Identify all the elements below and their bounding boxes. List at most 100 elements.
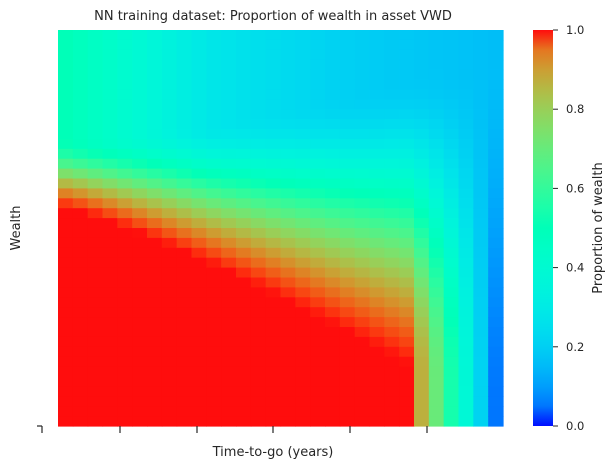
heatmap-cell [206,129,222,140]
heatmap-cell [339,39,356,51]
heatmap-cell [161,228,178,239]
heatmap-cell [161,99,178,110]
heatmap-cell [250,188,267,199]
heatmap-cell [384,366,400,378]
heatmap-cell [443,247,460,259]
heatmap-cell [206,198,222,209]
heatmap-cell [354,287,371,298]
heatmap-cell [339,396,356,407]
heatmap-cell [161,49,178,61]
heatmap-cell [236,168,252,180]
heatmap-cell [443,257,460,269]
heatmap-cell [369,287,385,298]
heatmap-cell [443,416,460,427]
heatmap-cell [147,138,163,150]
heatmap-cell [236,237,252,249]
heatmap-cell [176,396,193,407]
heatmap-cell [58,277,74,288]
heatmap-cell [488,366,504,378]
heatmap-cell [161,129,178,140]
heatmap-cell [325,178,341,189]
heatmap-cell [399,376,415,387]
heatmap-cell [310,109,326,120]
heatmap-cell [310,307,326,318]
heatmap-cell [221,49,237,61]
heatmap-cell [236,406,252,417]
heatmap-cell [414,198,430,209]
heatmap-cell [117,346,133,358]
heatmap-cell [280,218,296,229]
heatmap-cell [206,346,222,358]
heatmap-cell [354,168,371,180]
heatmap-cell [58,336,74,348]
heatmap-cell [161,138,178,150]
heatmap-cell [339,356,356,368]
heatmap-cell [339,406,356,417]
heatmap-cell [354,99,371,110]
heatmap-cell [265,257,282,269]
heatmap-cell [87,89,104,100]
heatmap-cell [310,237,326,249]
heatmap-cell [132,208,148,219]
heatmap-cell [384,376,400,387]
heatmap-cell [325,79,341,90]
heatmap-cell [236,257,252,269]
heatmap-cell [161,386,178,397]
heatmap-cell [443,198,460,209]
heatmap-cell [132,247,148,259]
heatmap-cell [458,39,474,51]
heatmap-cell [399,356,415,368]
heatmap-cell [236,109,252,120]
heatmap-cell [295,346,311,358]
heatmap-cell [428,317,445,328]
heatmap-cell [102,39,118,51]
heatmap-cell [87,247,104,259]
heatmap-cell [58,39,74,51]
heatmap-cell [176,346,193,358]
heatmap-cell [473,188,489,199]
heatmap-cell [206,208,222,219]
heatmap-cell [191,346,207,358]
heatmap-cell [458,267,474,279]
y-axis-label: Wealth [9,205,24,250]
heatmap-cell [87,416,104,427]
heatmap-cell [58,317,74,328]
heatmap-cell [414,69,430,81]
heatmap-cell [265,267,282,279]
heatmap-cell [428,247,445,259]
heatmap-cell [369,416,385,427]
heatmap-cell [488,188,504,199]
heatmap-cell [176,247,193,259]
heatmap-cell [236,30,252,41]
heatmap-cell [295,30,311,41]
heatmap-cell [102,406,118,417]
heatmap-cell [369,356,385,368]
heatmap-cell [265,178,282,189]
heatmap-cell [58,129,74,140]
colorbar: 0.0 0.2 0.4 0.6 0.8 1.0 [533,23,584,433]
heatmap-cell [384,79,400,90]
axes [37,425,428,433]
heatmap-cell [72,237,89,249]
heatmap-cell [443,30,460,41]
heatmap-cell [206,336,222,348]
heatmap-cell [473,416,489,427]
heatmap-cell [87,228,104,239]
heatmap-cell [443,386,460,397]
heatmap-cell [488,277,504,288]
heatmap-cell [369,396,385,407]
heatmap-cell [58,69,74,81]
heatmap-cell [206,79,222,90]
heatmap-cell [339,247,356,259]
heatmap-cell [72,99,89,110]
heatmap-cell [176,89,193,100]
heatmap-cell [399,307,415,318]
heatmap-cell [176,366,193,378]
heatmap-cell [236,366,252,378]
heatmap-cell [87,307,104,318]
heatmap-cell [310,277,326,288]
heatmap-cell [87,79,104,90]
heatmap-cell [443,346,460,358]
heatmap-cell [236,317,252,328]
heatmap-cell [191,208,207,219]
